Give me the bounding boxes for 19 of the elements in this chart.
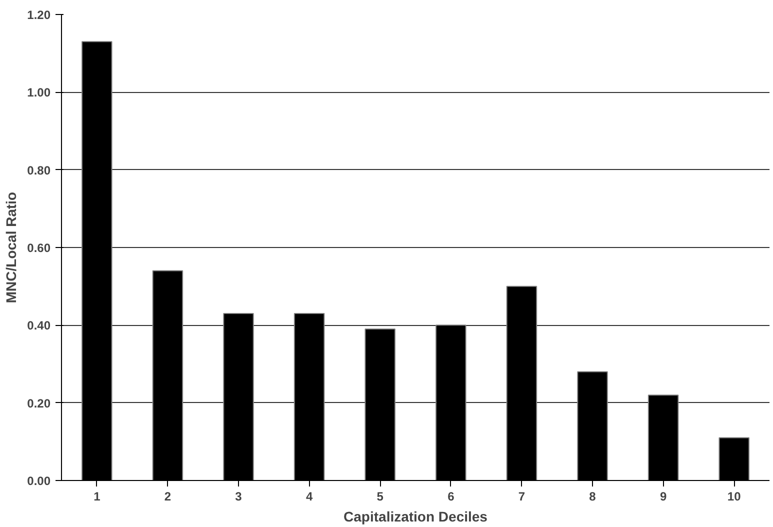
y-axis-title: MNC/Local Ratio [3,192,20,304]
x-tick-label: 8 [589,490,596,504]
y-tick-label: 0.00 [27,474,51,488]
y-tick-label: 0.40 [27,318,51,333]
y-tick-label: 1.00 [27,86,51,100]
x-tick-label: 2 [164,490,172,504]
x-tick-label: 9 [660,490,667,504]
y-tick-label: 1.20 [27,8,51,22]
y-tick-label: 0.20 [27,396,51,410]
y-tick-label: 0.60 [27,241,51,255]
y-tick-label: 0.80 [27,163,51,178]
x-tick-label: 7 [518,490,526,504]
x-tick-label: 6 [448,490,455,504]
x-tick-label: 4 [306,490,313,504]
x-axis-title: Capitalization Deciles [344,508,488,524]
x-tick-label: 5 [376,490,384,504]
x-tick-label: 10 [727,490,742,504]
x-tick-label: 3 [235,490,242,504]
x-tick-label: 1 [94,490,101,504]
